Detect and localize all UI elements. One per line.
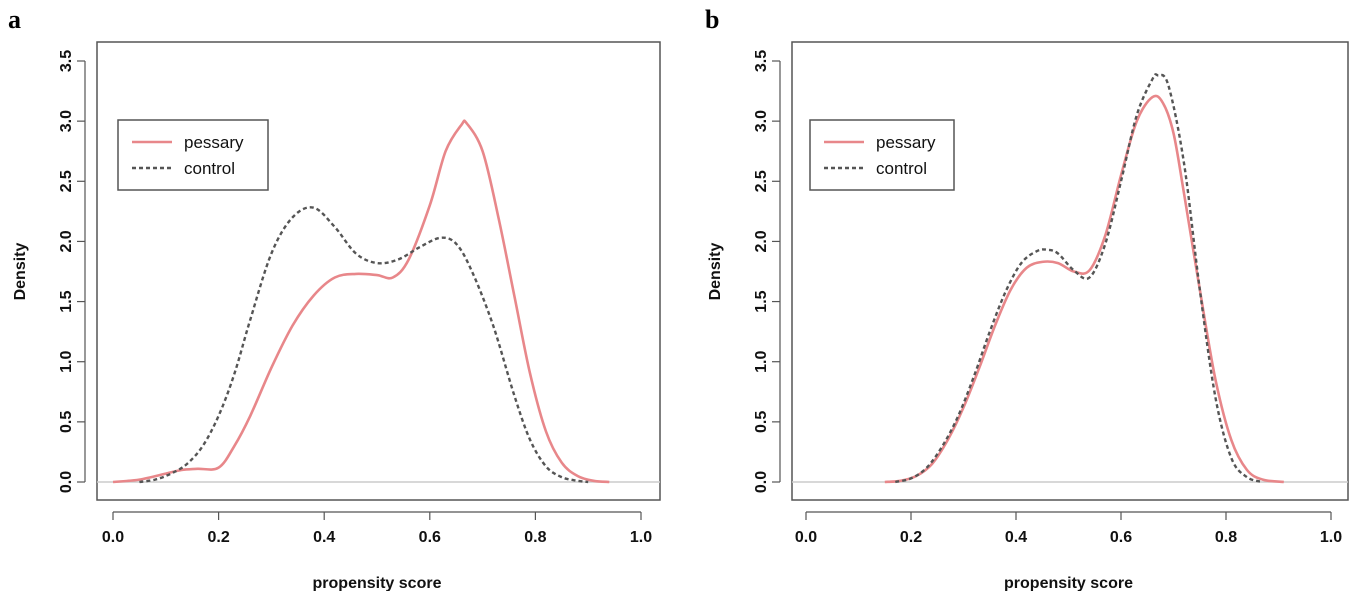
y-tick-label: 3.5 [753, 50, 770, 72]
x-tick-label: 0.0 [102, 529, 124, 546]
legend-label-control: control [184, 159, 235, 178]
panel-letter: b [705, 5, 719, 34]
legend-label-pessary: pessary [184, 133, 244, 152]
y-tick-label: 3.0 [58, 110, 75, 132]
y-tick-label: 0.5 [58, 411, 75, 433]
x-tick-label: 0.0 [795, 529, 817, 546]
legend: pessary control [809, 119, 955, 191]
y-tick-label: 1.5 [753, 290, 770, 312]
x-axis-label: propensity score [1004, 575, 1133, 591]
legend-box [809, 119, 955, 191]
series-line-pessary [112, 119, 610, 484]
x-tick-label: 0.8 [524, 529, 546, 546]
x-tick-label: 0.2 [900, 529, 922, 546]
x-tick-label: 0.4 [313, 529, 335, 546]
plot-frame [791, 41, 1349, 501]
plot-frame [96, 41, 661, 501]
y-tick-label: 0.5 [753, 411, 770, 433]
series-line-control [895, 73, 1264, 484]
x-tick-label: 1.0 [630, 529, 652, 546]
y-tick-label: 3.0 [753, 110, 770, 132]
x-tick-label: 0.6 [1110, 529, 1132, 546]
panel-letter: a [8, 5, 21, 34]
series-line-pessary [884, 94, 1284, 484]
y-tick-label: 2.5 [753, 170, 770, 192]
y-tick-label: 0.0 [58, 471, 75, 493]
x-tick-label: 0.6 [419, 529, 441, 546]
x-tick-label: 0.8 [1215, 529, 1237, 546]
legend-label-control: control [876, 159, 927, 178]
y-tick-label: 1.0 [58, 350, 75, 372]
x-tick-label: 0.2 [207, 529, 229, 546]
chart-panel-b: b 0.0 0.2 0.4 0.6 0.8 1.0 0.0 0.5 1.0 1.5 2.0 2.5 3.0… [705, 5, 1349, 591]
x-tick-label: 1.0 [1320, 529, 1342, 546]
y-tick-label: 2.0 [58, 230, 75, 252]
legend-label-pessary: pessary [876, 133, 936, 152]
y-tick-label: 3.5 [58, 50, 75, 72]
y-axis-label: Density [707, 243, 724, 301]
y-tick-label: 2.0 [753, 230, 770, 252]
y-tick-label: 1.0 [753, 350, 770, 372]
chart-panel-a: a 0.0 0.2 0.4 0.6 0.8 1.0 0.0 0.5 1.0 1.5 2.0 2.5 3.0… [8, 5, 661, 591]
y-tick-label: 2.5 [58, 170, 75, 192]
legend-box [117, 119, 269, 191]
x-axis-label: propensity score [313, 575, 442, 591]
series-line-control [139, 206, 589, 484]
legend: pessary control [117, 119, 269, 191]
x-tick-label: 0.4 [1005, 529, 1027, 546]
y-tick-label: 0.0 [753, 471, 770, 493]
y-axis-label: Density [12, 243, 29, 301]
y-tick-label: 1.5 [58, 290, 75, 312]
